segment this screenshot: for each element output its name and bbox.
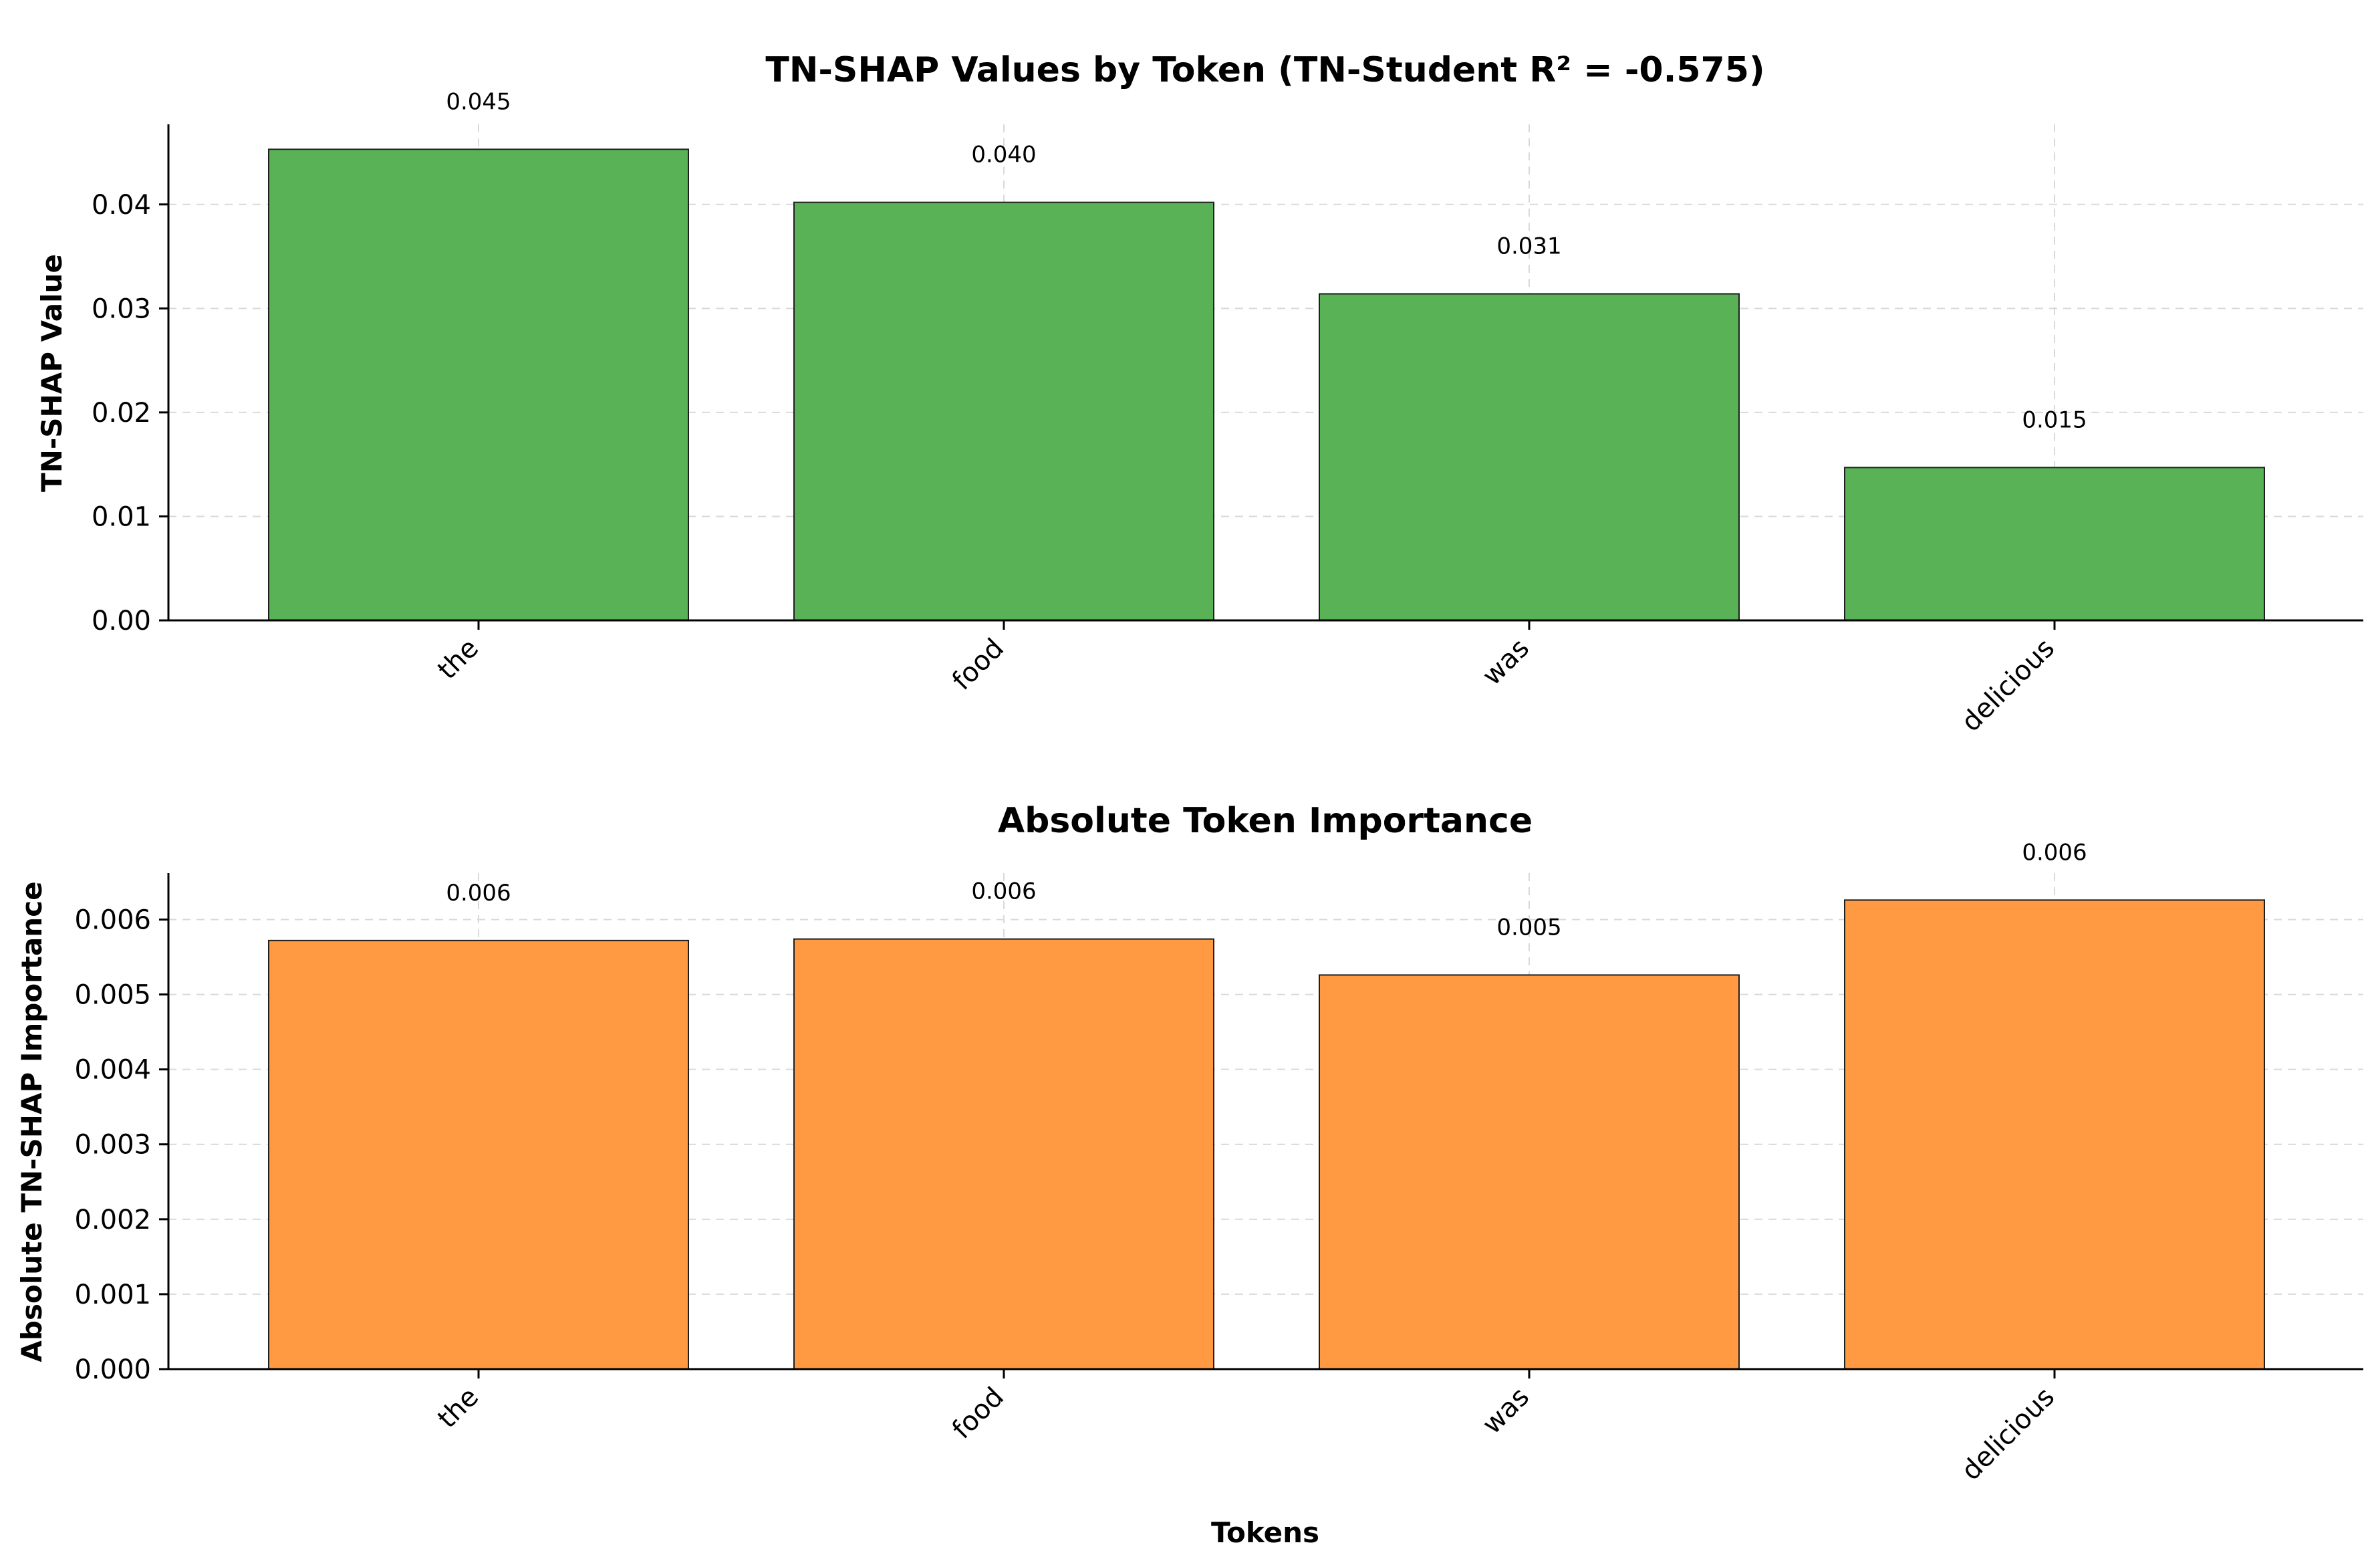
bottom-chart-xlabel: Tokens [1211,1516,1319,1549]
bottom-ytick-label: 0.002 [74,1205,151,1235]
bottom-bar-the [268,939,689,1370]
bottom-bar-delicious [1844,899,2265,1370]
top-ytick-label: 0.02 [92,398,151,429]
top-data-label: 0.040 [971,142,1036,168]
bottom-category-label: was [1476,1382,1535,1441]
bottom-ytick-label: 0.005 [74,980,151,1011]
top-bar-the [268,148,689,622]
top-category-label: the [432,633,485,686]
top-ytick-label: 0.00 [92,606,151,636]
bottom-data-label: 0.005 [1496,914,1561,941]
top-data-label: 0.015 [2022,406,2087,433]
bottom-data-label: 0.006 [2022,839,2087,866]
top-ytick-label: 0.01 [92,501,151,532]
top-chart-title: TN-SHAP Values by Token (TN-Student R² =… [765,50,1764,90]
bottom-category-label: food [946,1382,1010,1445]
top-chart-panel: TN-SHAP Values by Token (TN-Student R² =… [35,50,2363,738]
top-chart-ylabel: TN-SHAP Value [35,254,68,492]
top-data-label: 0.031 [1496,233,1561,260]
bottom-chart-title: Absolute Token Importance [998,801,1533,841]
top-category-label: food [946,633,1010,697]
bottom-bar-was [1319,974,1740,1370]
bottom-category-label: the [432,1382,485,1435]
bottom-ytick-label: 0.000 [74,1354,151,1385]
top-bar-food [793,201,1214,621]
bottom-ytick-label: 0.006 [74,905,151,935]
top-ytick-label: 0.04 [92,190,151,221]
bottom-ytick-label: 0.003 [74,1130,151,1161]
bottom-data-label: 0.006 [971,878,1036,905]
top-bar-was [1319,293,1740,621]
top-category-label: delicious [1956,633,2061,738]
bottom-ytick-label: 0.004 [74,1055,151,1086]
bottom-chart-ylabel: Absolute TN-SHAP Importance [15,881,48,1362]
bottom-category-label: delicious [1956,1382,2061,1487]
top-category-label: was [1476,633,1535,692]
bottom-data-label: 0.006 [446,880,511,907]
top-data-label: 0.045 [446,88,511,115]
bottom-ytick-label: 0.001 [74,1280,151,1310]
bottom-bar-food [793,938,1214,1370]
bottom-chart-panel: Absolute Token Importance Absolute TN-SH… [15,801,2363,1549]
top-bar-delicious [1844,467,2265,621]
top-ytick-label: 0.03 [92,293,151,324]
